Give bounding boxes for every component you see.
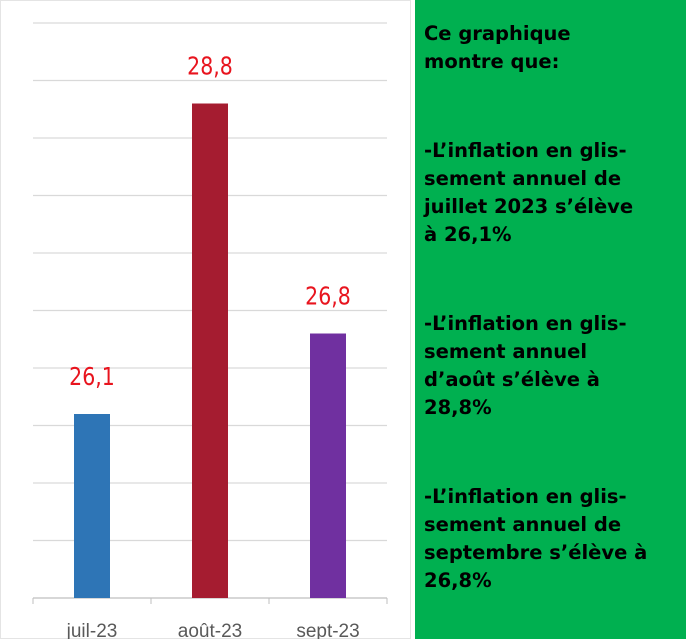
x-tick-label: sept-23 — [296, 621, 359, 639]
x-tick-label: août-23 — [178, 621, 242, 639]
data-label: 26,1 — [69, 363, 115, 391]
data-label: 28,8 — [187, 53, 233, 81]
text-line: Ce graphique — [424, 22, 571, 45]
bar — [310, 333, 346, 598]
data-label: 26,8 — [305, 283, 351, 311]
paragraph: Ce graphique montre que: — [424, 20, 686, 76]
text-panel: Ce graphique montre que: -L’inflation en g… — [415, 0, 686, 639]
paragraph: -L’inflation en glis-sement annuel de jui… — [424, 137, 686, 249]
bar — [74, 414, 110, 598]
text-line: montre que: — [424, 50, 560, 73]
text-line: sement annuel de — [424, 167, 622, 190]
paragraph: -L’inflation en glis-sement annuel de sep… — [424, 483, 686, 595]
x-tick-label: juil-23 — [66, 621, 118, 639]
text-line: sement annuel — [424, 340, 588, 363]
text-line: d’août s’élève à — [424, 368, 600, 391]
text-line: -L’inflation en glis- — [424, 312, 627, 335]
text-line: sement annuel de — [424, 513, 622, 536]
text-line: septembre s’élève à — [424, 541, 648, 564]
text-line: -L’inflation en glis- — [424, 139, 627, 162]
chart: juil-23 26,1 août-23 28,8 sept-23 26,8 — [0, 0, 411, 639]
text-line: 28,8% — [424, 396, 492, 419]
text-line: -L’inflation en glis- — [424, 485, 627, 508]
paragraph: -L’inflation en glis-sement annuel d’août… — [424, 310, 686, 422]
text-line: à 26,1% — [424, 223, 512, 246]
text-line: 26,8% — [424, 569, 492, 592]
bar — [192, 103, 228, 598]
text-line: juillet 2023 s’élève — [424, 195, 634, 218]
